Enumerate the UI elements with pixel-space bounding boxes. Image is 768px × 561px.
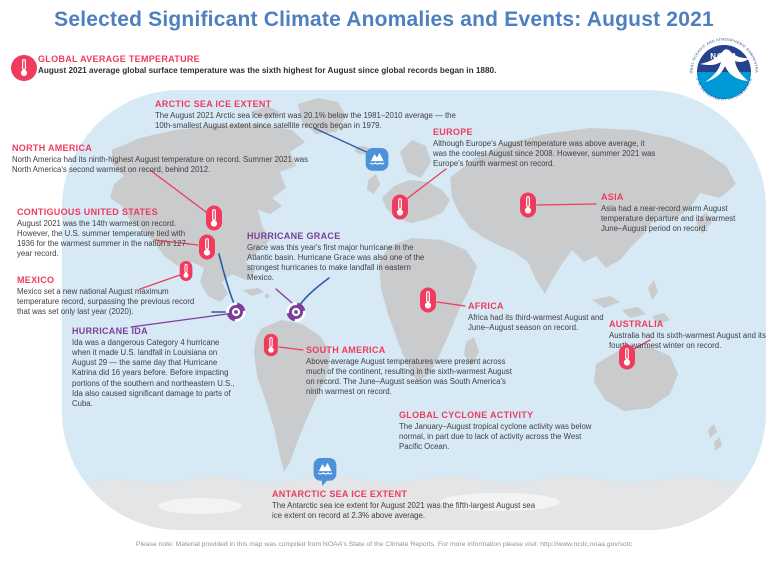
annotation-body: The January–August tropical cyclone acti…	[399, 422, 592, 452]
leader-contiguous-us	[154, 239, 199, 246]
annotation-south-america: SOUTH AMERICA Above-average August tempe…	[306, 345, 518, 398]
continent-australia	[594, 346, 678, 411]
annotation-heading: ARCTIC SEA ICE EXTENT	[155, 99, 272, 109]
annotation-heading: AFRICA	[468, 301, 504, 311]
island-hispaniola	[264, 293, 270, 299]
annotation-body: The Antarctic sea ice extent for August …	[272, 501, 536, 521]
annotation-body: North America had its ninth-highest Augu…	[12, 155, 308, 175]
annotation-body: Mexico set a new national August maximum…	[17, 287, 195, 317]
thermometer-pin-africa	[420, 287, 436, 313]
antarctic-ice-patch	[440, 493, 560, 511]
noaa-logo: NOAA NATIONAL OCEANIC AND ATMOSPHERIC AD…	[684, 32, 758, 102]
continent-south-america	[254, 320, 330, 472]
islands-new-zealand	[708, 424, 722, 451]
annotation-heading: HURRICANE IDA	[72, 326, 148, 336]
annotation-body: Australia had its sixth-warmest August a…	[609, 331, 766, 351]
annotation-heading: ANTARCTIC SEA ICE EXTENT	[272, 489, 408, 499]
annotation-heading: CONTIGUOUS UNITED STATES	[17, 207, 158, 217]
annotation-heading: AUSTRALIA	[609, 319, 664, 329]
annotation-north-america: NORTH AMERICA North America had its nint…	[12, 143, 308, 175]
annotation-asia: ASIA Asia had a near-record warm August …	[601, 192, 747, 234]
annotation-mexico: MEXICO Mexico set a new national August …	[17, 275, 201, 317]
annotation-heading: GLOBAL AVERAGE TEMPERATURE	[38, 54, 200, 64]
leader-south-america	[278, 346, 304, 351]
annotation-heading: MEXICO	[17, 275, 55, 285]
annotation-body: Asia had a near-record warm August tempe…	[601, 204, 736, 234]
continent-antarctica	[64, 476, 766, 530]
leader-hurricane-ida	[130, 313, 228, 328]
thermometer-pin-mexico	[179, 261, 193, 281]
annotation-body: Grace was this year's first major hurric…	[247, 243, 425, 283]
annotation-heading: ASIA	[601, 192, 624, 202]
annotation-global-average-temperature: GLOBAL AVERAGE TEMPERATURE August 2021 a…	[38, 54, 748, 77]
hurricane-icon-ida	[226, 302, 246, 322]
leader-asia	[536, 203, 597, 206]
leader-north-america	[149, 169, 207, 213]
thermometer-pin-north-america	[206, 205, 222, 231]
annotation-body: August 2021 average global surface tempe…	[38, 66, 497, 75]
leader-mexico	[139, 274, 181, 290]
islands-southeast-asia	[592, 280, 670, 324]
page-title: Selected Significant Climate Anomalies a…	[54, 8, 714, 31]
annotation-global-cyclone-activity: GLOBAL CYCLONE ACTIVITY The January–Augu…	[399, 410, 599, 452]
storm-track-grace-east	[298, 277, 330, 307]
thermometer-pin-asia	[520, 192, 536, 218]
annotation-body: The August 2021 Arctic sea ice extent wa…	[155, 111, 456, 131]
thermometer-pin-contiguous-us	[199, 234, 215, 260]
island-madagascar	[464, 337, 479, 366]
islands-japan	[696, 212, 712, 234]
annotation-body: August 2021 was the 14th warmest on reco…	[17, 219, 189, 259]
global-thermometer-icon	[11, 55, 37, 81]
leader-arctic-ice	[313, 127, 372, 155]
seagull-icon	[700, 49, 750, 82]
annotation-antarctic-sea-ice: ANTARCTIC SEA ICE EXTENT The Antarctic s…	[272, 489, 540, 521]
sea-ice-icon-antarctic	[313, 458, 337, 486]
islands-arctic	[250, 106, 280, 120]
annotation-heading: SOUTH AMERICA	[306, 345, 386, 355]
annotation-contiguous-united-states: CONTIGUOUS UNITED STATES August 2021 was…	[17, 207, 199, 260]
leader-europe	[403, 168, 447, 202]
leader-hurricane-grace	[275, 288, 293, 304]
annotation-africa: AFRICA Africa had its third-warmest Augu…	[468, 301, 618, 333]
annotation-heading: HURRICANE GRACE	[247, 231, 341, 241]
logo-wordmark: NOAA	[710, 52, 738, 61]
annotation-body: Although Europe's August temperature was…	[433, 139, 656, 169]
leader-australia	[631, 339, 651, 351]
thermometer-pin-australia	[619, 344, 635, 370]
storm-track-ida	[218, 253, 236, 307]
continent-asia	[450, 128, 736, 294]
annotation-heading: NORTH AMERICA	[12, 143, 93, 153]
island-britain	[367, 174, 380, 194]
hurricane-icon-grace	[286, 302, 306, 322]
annotation-body: Ida was a dangerous Category 4 hurricane…	[72, 338, 235, 408]
sea-ice-icon-arctic	[365, 148, 389, 176]
thermometer-pin-south-america	[263, 333, 279, 357]
leader-africa	[436, 301, 466, 307]
annotation-hurricane-ida: HURRICANE IDA Ida was a dangerous Catego…	[72, 326, 240, 409]
annotation-europe: EUROPE Although Europe's August temperat…	[433, 127, 659, 169]
island-cuba	[242, 288, 264, 296]
annotation-body: Africa had its third-warmest August and …	[468, 313, 604, 333]
continent-greenland	[298, 98, 346, 134]
annotation-heading: GLOBAL CYCLONE ACTIVITY	[399, 410, 534, 420]
annotation-australia: AUSTRALIA Australia had its sixth-warmes…	[609, 319, 768, 351]
annotation-heading: EUROPE	[433, 127, 473, 137]
thermometer-pin-europe	[392, 194, 408, 220]
footer-note: Please note: Material provided in this m…	[135, 541, 633, 548]
annotation-body: Above-average August temperatures were p…	[306, 357, 512, 397]
region-scandinavia	[400, 140, 431, 178]
antarctic-ice-patch	[158, 498, 242, 514]
annotation-arctic-sea-ice: ARCTIC SEA ICE EXTENT The August 2021 Ar…	[155, 99, 473, 131]
annotation-hurricane-grace: HURRICANE GRACE Grace was this year's fi…	[247, 231, 427, 284]
